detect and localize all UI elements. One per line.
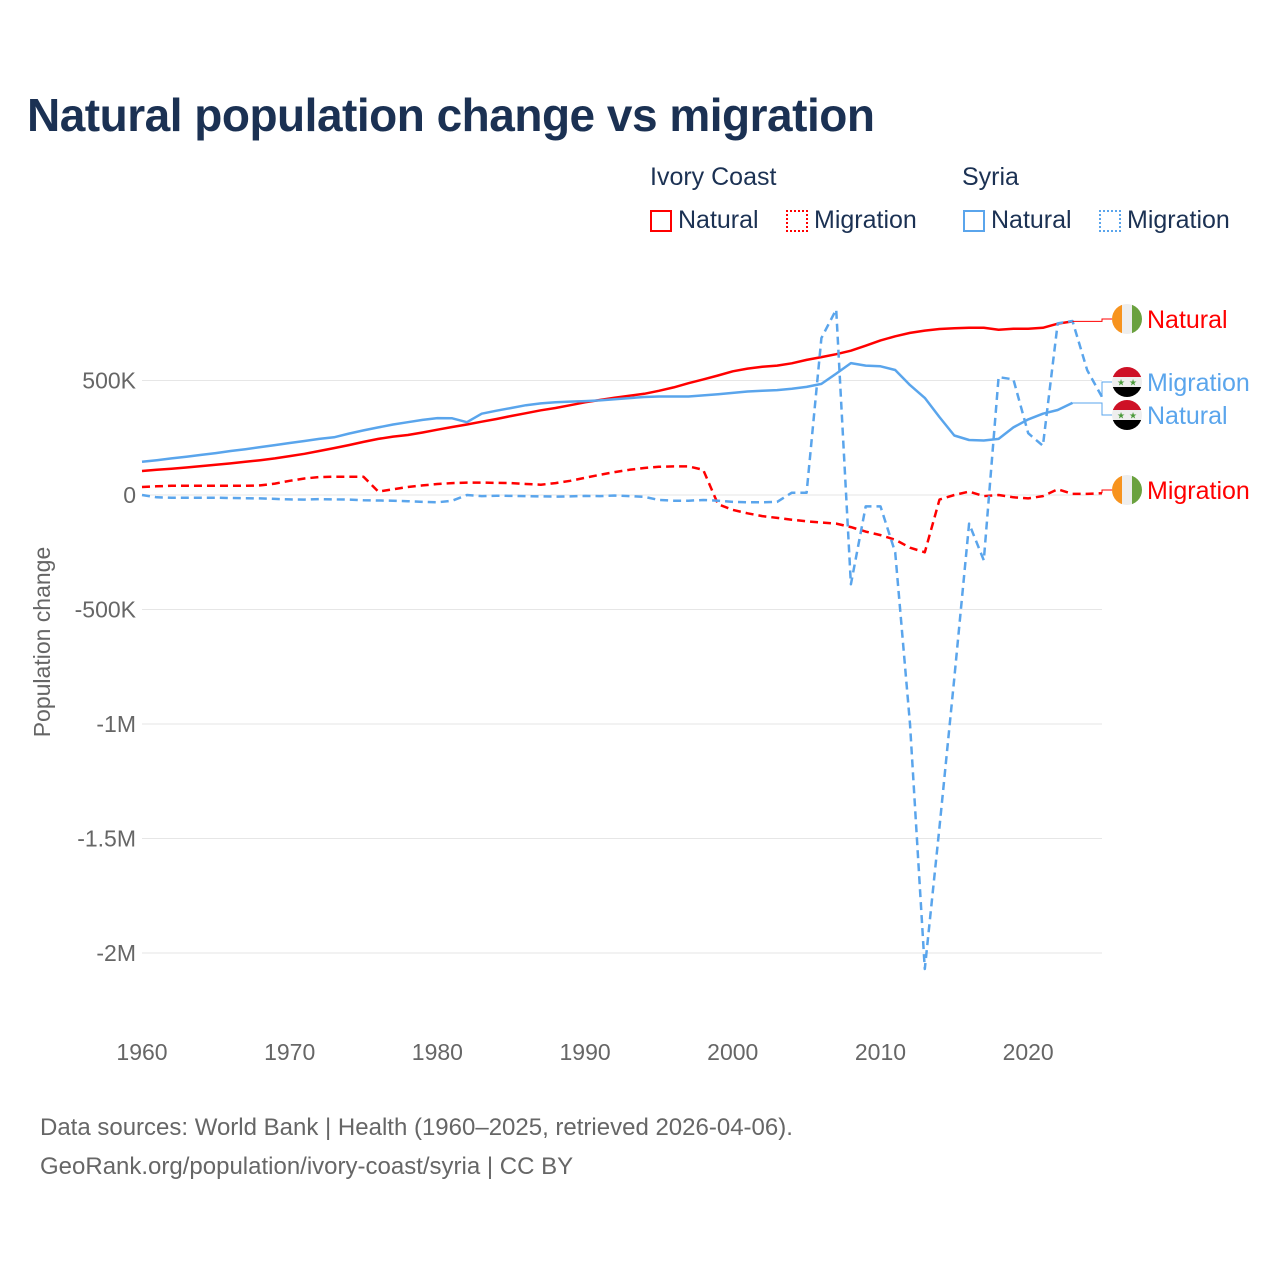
x-tick-label: 1990 <box>559 1039 610 1065</box>
x-tick-label: 2000 <box>707 1039 758 1065</box>
end-label: Natural <box>1147 402 1228 430</box>
data-source-note: Data sources: World Bank | Health (1960–… <box>40 1114 793 1141</box>
y-axis-ticks: 500K 0 -500K -1M -1.5M -2M <box>75 368 137 967</box>
chart-title: Natural population change vs migration <box>27 89 875 141</box>
flag-stripe <box>1132 475 1142 505</box>
flag-stripe <box>1112 410 1142 420</box>
x-tick-label: 1960 <box>116 1039 167 1065</box>
y-tick-label: 500K <box>82 368 136 394</box>
legend-group-syria: Syria <box>962 163 1019 191</box>
attribution-link[interactable]: GeoRank.org/population/ivory-coast/syria… <box>40 1153 574 1180</box>
y-tick-label: 0 <box>123 482 136 508</box>
flag-star-icon: ★ <box>1117 411 1125 421</box>
flag-stripe <box>1112 400 1142 410</box>
legend-label: Migration <box>814 206 917 234</box>
legend-label: Natural <box>678 206 759 234</box>
end-label: Natural <box>1147 306 1228 334</box>
gridlines <box>142 380 1102 954</box>
flag-star-icon: ★ <box>1129 378 1137 388</box>
legend-group-ivory-coast: Ivory Coast <box>650 163 777 191</box>
legend-ivory-coast-natural[interactable]: Natural <box>650 206 759 235</box>
y-tick-label: -2M <box>96 940 136 966</box>
legend-ivory-coast-migration[interactable]: Migration <box>786 206 917 235</box>
label-leader-line <box>1072 402 1112 416</box>
x-tick-label: 1970 <box>264 1039 315 1065</box>
flag-stripe <box>1122 475 1132 505</box>
legend-swatch-solid <box>963 209 985 232</box>
x-axis-ticks: 1960 1970 1980 1990 2000 2010 2020 <box>116 1039 1053 1065</box>
ivory-coast-flag-icon <box>1112 304 1142 334</box>
flag-star-icon: ★ <box>1129 411 1137 421</box>
syria-flag-icon: ★ ★ <box>1112 400 1142 430</box>
label-leader-line <box>1101 489 1112 494</box>
footer: Data sources: World Bank | Health (1960–… <box>40 1108 793 1186</box>
legend-label: Migration <box>1127 206 1230 234</box>
flag-star-icon: ★ <box>1117 378 1125 388</box>
ivory-coast-flag-icon <box>1112 475 1142 505</box>
series-line-ivory-coast-migration <box>141 465 1103 554</box>
x-tick-label: 2010 <box>855 1039 906 1065</box>
legend-swatch-dotted <box>786 209 808 232</box>
flag-stripe <box>1112 387 1142 397</box>
legend-syria-natural[interactable]: Natural <box>963 206 1072 235</box>
flag-stripe <box>1112 377 1142 387</box>
end-label: Migration <box>1147 369 1250 397</box>
legend-swatch-solid <box>650 209 672 232</box>
flag-stripe <box>1112 367 1142 377</box>
series-line-syria-migration <box>141 308 1104 971</box>
flag-stripe <box>1112 304 1122 334</box>
y-axis-label: Population change <box>29 547 55 738</box>
series-lines <box>141 308 1104 971</box>
flag-stripe <box>1112 475 1122 505</box>
legend-label: Natural <box>991 206 1072 234</box>
syria-flag-icon: ★ ★ <box>1112 367 1142 397</box>
y-tick-label: -1.5M <box>77 826 136 852</box>
flag-stripe <box>1112 420 1142 430</box>
x-tick-label: 1980 <box>412 1039 463 1065</box>
series-line-ivory-coast-natural <box>141 320 1073 473</box>
label-leader-line <box>1072 318 1112 322</box>
y-tick-label: -500K <box>75 597 137 623</box>
series-line-syria-natural <box>141 361 1074 464</box>
end-label: Migration <box>1147 477 1250 505</box>
flag-stripe <box>1132 304 1142 334</box>
legend-swatch-dotted <box>1099 209 1121 232</box>
label-leader-line <box>1101 381 1112 397</box>
x-tick-label: 2020 <box>1003 1039 1054 1065</box>
flag-stripe <box>1122 304 1132 334</box>
legend-syria-migration[interactable]: Migration <box>1099 206 1230 235</box>
y-tick-label: -1M <box>96 711 136 737</box>
